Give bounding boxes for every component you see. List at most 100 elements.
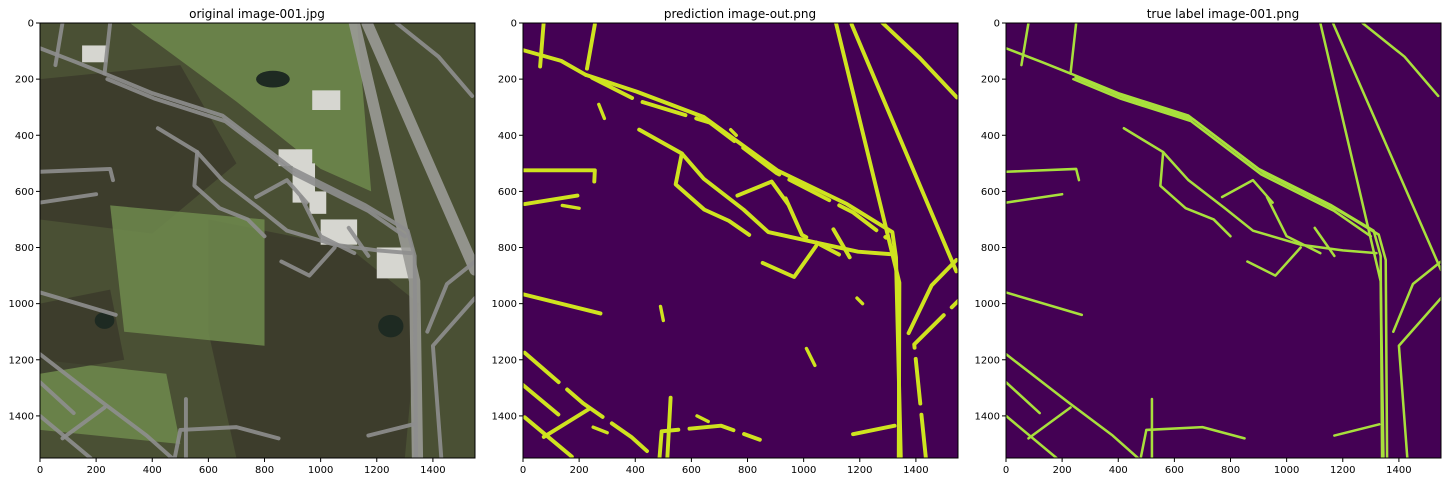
y-tick-label: 200 [981,75,1000,86]
mask-background [523,23,958,458]
x-tick-label: 0 [520,465,526,476]
label-road-southwest-diag [1006,352,1140,458]
label-road-west-spur-2 [1006,192,1064,204]
label-road-main-road-south [1072,77,1373,238]
aerial-road-inner-2 [299,195,357,256]
x-tick-label: 0 [37,465,43,476]
aerial-pond [94,312,115,329]
x-tick-label: 800 [1221,465,1240,476]
aerial-road-east-curve [394,23,475,98]
pred-road-south-2 [665,395,673,458]
label-road-inner-1 [1246,246,1302,277]
y-tick-label: 400 [498,131,517,142]
aerial-building [309,191,327,214]
plot-area-original [39,22,476,459]
pred-road-west-long [523,292,603,316]
aerial-road-southwest-diag [40,352,174,458]
x-tick-label: 600 [682,465,701,476]
aerial-road-spur-east [425,259,475,334]
y-tick-label: 800 [15,243,34,254]
aerial-pond [378,314,404,338]
pred-road-road-north-1 [538,23,546,69]
aerial-grass-patch [110,205,265,346]
label-road-west-branch [1159,150,1232,238]
y-tick-label: 200 [498,75,517,86]
y-tick-label: 0 [511,19,517,30]
y-tick-label: 1000 [492,299,517,310]
pred-road-southwest-diag [523,350,656,458]
label-road-west-spur [1006,167,1081,182]
axes-frame [522,22,959,459]
aerial-building [82,45,108,63]
label-road-inner-4 [1313,226,1336,258]
aerial-road-southwest-2 [40,380,76,416]
pred-road-inner-4 [831,227,852,260]
x-tick-label: 1400 [420,465,445,476]
aerial-road-south-cross [60,405,107,441]
pred-frag-7 [855,296,865,306]
pred-frag-2 [728,127,738,137]
x-tick-label: 1000 [1274,465,1299,476]
y-tick-label: 1400 [492,411,517,422]
y-tick-label: 1200 [975,355,1000,366]
aerial-road-main-road-north [102,71,419,458]
pred-frag-6 [695,414,710,424]
ticks-prediction: 0 200 400 600 800 1000 1200 1400 0 200 400 600 800 10… [492,19,929,477]
x-tick-label: 1400 [903,465,928,476]
pred-road-south-3 [851,423,897,437]
label-road-spur-east-2 [1397,296,1441,458]
pred-road-south-1 [657,423,762,458]
x-tick-label: 1200 [1330,465,1355,476]
prediction-mask [523,23,958,458]
label-road-east-curve [1361,23,1440,98]
aerial-road-loop-road [155,126,413,256]
x-tick-label: 600 [1165,465,1184,476]
y-tick-label: 1000 [975,299,1000,310]
x-tick-label: 1000 [308,465,333,476]
pred-road-inner-1 [760,244,818,279]
aerial-image [40,23,475,458]
aerial-building [278,149,313,167]
aerial-road-highway-east-lane [361,23,475,276]
pred-road-west-spur [523,168,597,184]
y-tick-label: 1200 [9,355,34,366]
label-road-loop-road [1122,126,1378,255]
y-tick-label: 600 [981,187,1000,198]
x-tick-label: 200 [87,465,106,476]
aerial-road-south-3 [366,422,416,438]
aerial-pond [256,70,290,88]
aerial-road-inner-3 [254,178,309,205]
y-tick-label: 1400 [975,411,1000,422]
pred-road-west-branch [673,151,752,237]
y-tick-label: 1400 [9,411,34,422]
y-tick-label: 0 [994,19,1000,30]
y-tick-label: 600 [15,187,34,198]
x-tick-label: 1200 [364,465,389,476]
aerial-road-northwest-curve [40,46,107,76]
label-road-west-long [1006,291,1084,317]
x-tick-label: 1000 [791,465,816,476]
y-tick-label: 0 [28,19,34,30]
plot-area-true-label [1005,22,1442,459]
pred-road-loop-road [637,127,898,257]
y-tick-label: 1000 [9,299,34,310]
pred-road-east-curve [879,23,958,100]
label-road-main-parallel [1074,76,1389,458]
ticks-original: 0 200 400 600 800 1000 1200 1400 0 200 400 600 800 10… [9,19,446,477]
pred-frag-4 [658,304,666,323]
panel-prediction: prediction image-out.png 0 200 400 600 800 10… [492,7,959,477]
label-mask [1006,23,1441,458]
x-tick-label: 400 [1109,465,1128,476]
y-tick-label: 800 [498,243,517,254]
pred-road-northwest-curve [523,48,588,77]
aerial-road-west-spur [40,166,115,183]
pred-road-south-cross [541,406,592,439]
pred-road-highway-east-lane [849,23,958,274]
pred-road-main-road-south [590,75,889,240]
pred-frag-1 [597,102,607,121]
label-road-inner-2 [1265,195,1322,255]
panel-title-true-label: true label image-001.png [1147,7,1300,21]
label-road-south-cross [1027,406,1072,440]
label-road-road-north-1 [1020,23,1030,67]
pred-road-spur-east [906,258,958,336]
